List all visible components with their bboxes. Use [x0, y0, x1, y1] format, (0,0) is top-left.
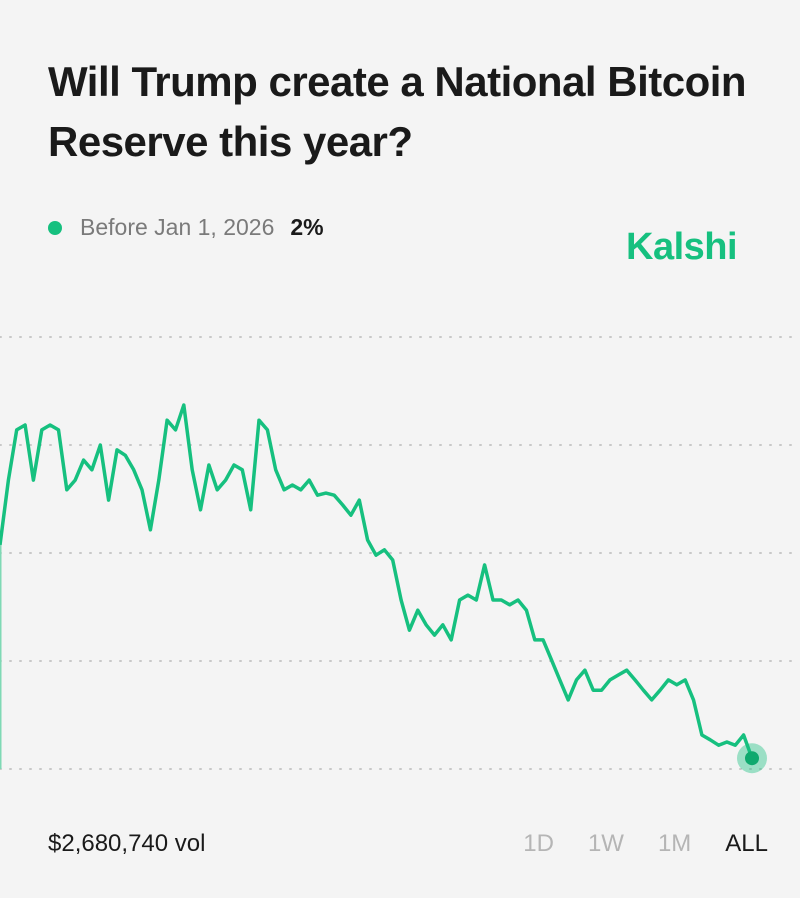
range-1d-button[interactable]: 1D [523, 830, 554, 857]
legend: Before Jan 1, 2026 2% [48, 214, 324, 241]
page-title: Will Trump create a National Bitcoin Res… [48, 58, 747, 165]
series-line [0, 403, 754, 759]
legend-value: 2% [290, 214, 324, 240]
legend-dot-icon [48, 220, 62, 235]
range-selector: 1D 1W 1M ALL [523, 830, 768, 858]
range-1w-button[interactable]: 1W [587, 830, 624, 857]
legend-label: Before Jan 1, 2026 [80, 214, 275, 240]
range-1m-button[interactable]: 1M [657, 830, 692, 857]
range-all-button[interactable]: ALL [725, 830, 768, 857]
kalshi-logo: Kalshi [626, 226, 738, 268]
volume-text: $2,680,740 vol [48, 830, 206, 857]
current-point [745, 751, 759, 766]
